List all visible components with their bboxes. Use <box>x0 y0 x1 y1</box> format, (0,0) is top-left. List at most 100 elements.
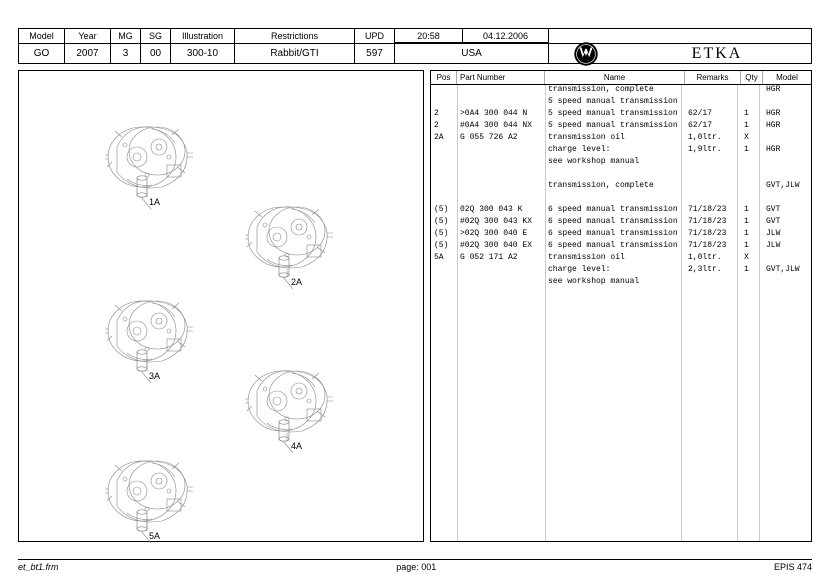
table-row: 2#0A4 300 044 NX5 speed manual transmiss… <box>431 121 811 133</box>
cell-remarks: 71/18/23 <box>685 241 741 253</box>
cell-pos <box>431 85 457 97</box>
cell-remarks <box>685 97 741 109</box>
gearbox-sketch <box>237 351 347 446</box>
hdr-time: 20:58 <box>395 29 463 43</box>
cell-partnumber: #02Q 300 043 KX <box>457 217 545 229</box>
hdr-rest-value: Rabbit/GTI <box>235 44 355 63</box>
cell-model: GVT,JLW <box>763 181 811 193</box>
col-qty: Qty <box>741 71 763 84</box>
cell-name: transmission, complete <box>545 181 685 193</box>
cell-partnumber: >0A4 300 044 N <box>457 109 545 121</box>
cell-partnumber: G 055 726 A2 <box>457 133 545 145</box>
cell-name: transmission oil <box>545 253 685 265</box>
col-partnumber: Part Number <box>457 71 545 84</box>
cell-remarks: 71/18/23 <box>685 229 741 241</box>
cell-name: transmission oil <box>545 133 685 145</box>
footer-epis: EPIS 474 <box>774 562 812 572</box>
cell-model <box>763 157 811 169</box>
page-footer: et_bt1.frm page: 001 EPIS 474 <box>18 559 812 572</box>
cell-pos: (5) <box>431 241 457 253</box>
cell-pos: (5) <box>431 205 457 217</box>
cell-partnumber <box>457 97 545 109</box>
parts-table-head: Pos Part Number Name Remarks Qty Model <box>431 71 811 85</box>
callout-leader <box>141 371 153 385</box>
vw-logo <box>549 44 623 63</box>
cell-model: JLW <box>763 229 811 241</box>
hdr-rest-label: Restrictions <box>235 29 355 43</box>
col-name: Name <box>545 71 685 84</box>
table-row: transmission, completeHGR <box>431 85 811 97</box>
cell-partnumber <box>457 85 545 97</box>
vw-logo-icon <box>573 41 599 67</box>
table-row: (5)#02Q 300 040 EX6 speed manual transmi… <box>431 241 811 253</box>
cell-remarks <box>685 169 741 181</box>
cell-model <box>763 169 811 181</box>
cell-name <box>545 193 685 205</box>
hdr-upd-value: 597 <box>355 44 395 63</box>
cell-remarks: 1,0ltr. <box>685 133 741 145</box>
table-vrule <box>545 85 546 541</box>
cell-model: HGR <box>763 121 811 133</box>
oil-cylinder-icon <box>135 175 149 199</box>
hdr-market-value: USA <box>395 44 549 63</box>
table-row: see workshop manual <box>431 277 811 289</box>
cell-name <box>545 169 685 181</box>
cell-pos <box>431 157 457 169</box>
cell-pos: (5) <box>431 217 457 229</box>
table-vrule <box>681 85 682 541</box>
table-row: see workshop manual <box>431 157 811 169</box>
table-row <box>431 193 811 205</box>
illustration-panel: 1A 2A 3A <box>18 70 424 542</box>
table-vrule <box>457 85 458 541</box>
cell-model: JLW <box>763 241 811 253</box>
table-row: 5AG 052 171 A2transmission oil1,0ltr.X <box>431 253 811 265</box>
cell-remarks: 2,3ltr. <box>685 265 741 277</box>
col-model: Model <box>763 71 811 84</box>
hdr-date: 04.12.2006 <box>463 29 549 43</box>
cell-remarks <box>685 277 741 289</box>
cell-model <box>763 277 811 289</box>
table-row: (5) 02Q 300 043 K6 speed manual transmis… <box>431 205 811 217</box>
hdr-mg-label: MG <box>111 29 141 43</box>
cell-model: GVT,JLW <box>763 265 811 277</box>
callout-leader <box>283 441 295 455</box>
cell-name: see workshop manual <box>545 157 685 169</box>
oil-cylinder-icon <box>277 419 291 443</box>
oil-cylinder-icon <box>135 349 149 373</box>
cell-pos <box>431 265 457 277</box>
cell-pos <box>431 193 457 205</box>
table-vrule <box>759 85 760 541</box>
callout-leader <box>283 277 295 291</box>
cell-pos: (5) <box>431 229 457 241</box>
hdr-ill-label: Illustration <box>171 29 235 43</box>
hdr-year-label: Year <box>65 29 111 43</box>
cell-partnumber: >02Q 300 040 E <box>457 229 545 241</box>
cell-pos: 5A <box>431 253 457 265</box>
cell-partnumber <box>457 181 545 193</box>
content-area: 1A 2A 3A <box>18 70 812 542</box>
cell-partnumber: #0A4 300 044 NX <box>457 121 545 133</box>
table-row: (5)#02Q 300 043 KX6 speed manual transmi… <box>431 217 811 229</box>
cell-partnumber: 02Q 300 043 K <box>457 205 545 217</box>
cell-pos <box>431 181 457 193</box>
cell-model: GVT <box>763 217 811 229</box>
table-row <box>431 169 811 181</box>
cell-name: 5 speed manual transmission <box>545 97 685 109</box>
callout-leader <box>141 197 153 211</box>
cell-partnumber: #02Q 300 040 EX <box>457 241 545 253</box>
hdr-mg-value: 3 <box>111 44 141 63</box>
table-row: 2>0A4 300 044 N5 speed manual transmissi… <box>431 109 811 121</box>
oil-cylinder-icon <box>277 255 291 279</box>
cell-pos <box>431 169 457 181</box>
cell-remarks: 71/18/23 <box>685 205 741 217</box>
table-row: charge level:1,9ltr.1HGR <box>431 145 811 157</box>
table-row: transmission, complete GVT,JLW <box>431 181 811 193</box>
gearbox-sketch <box>97 281 207 376</box>
cell-name: 6 speed manual transmission <box>545 217 685 229</box>
cell-model <box>763 193 811 205</box>
cell-name: 6 speed manual transmission <box>545 229 685 241</box>
cell-partnumber <box>457 157 545 169</box>
cell-pos <box>431 277 457 289</box>
cell-name: 5 speed manual transmission <box>545 121 685 133</box>
callout-leader <box>141 531 153 545</box>
